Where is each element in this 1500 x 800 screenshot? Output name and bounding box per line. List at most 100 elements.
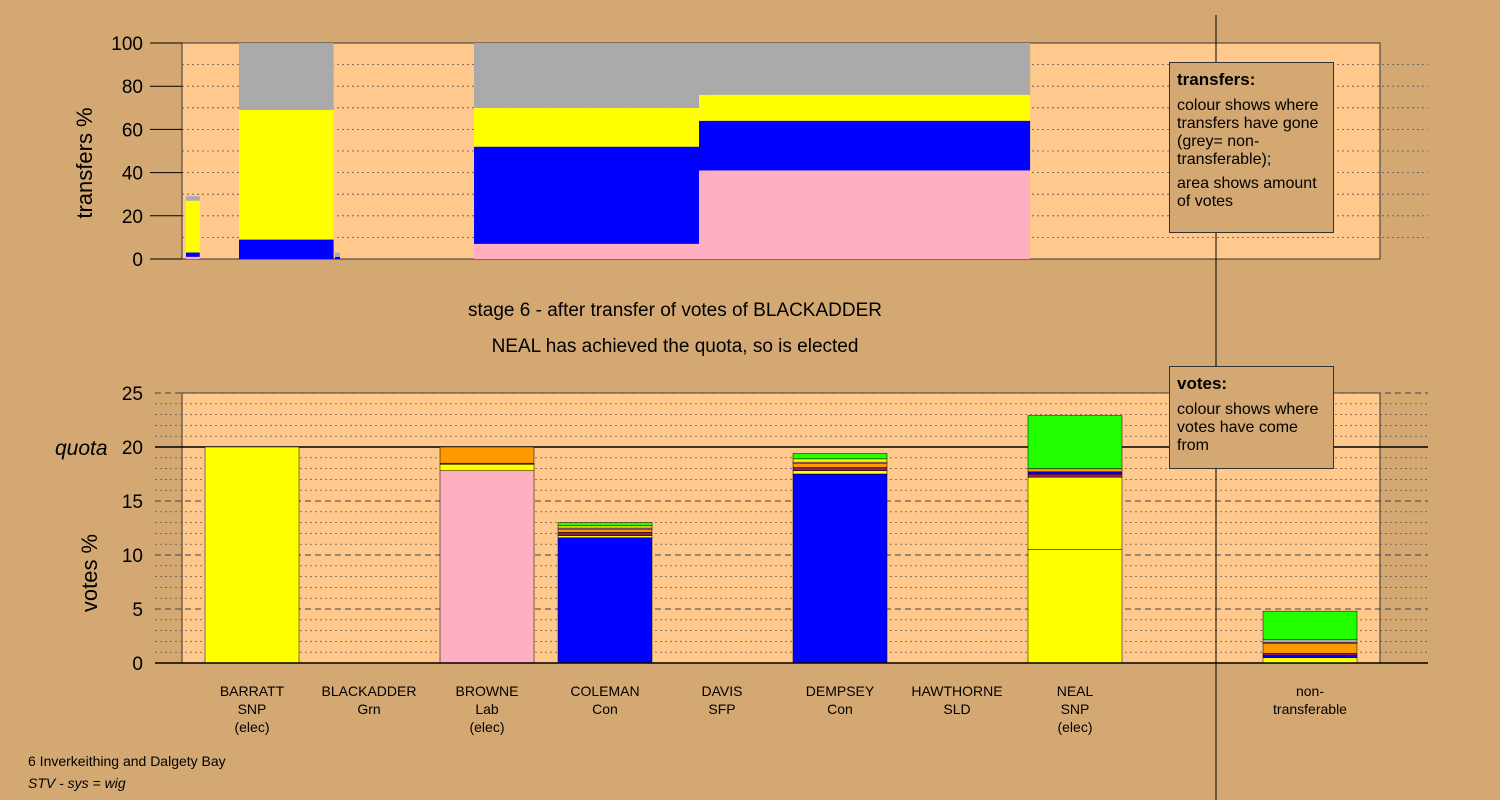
transfer-segment-nontransferable	[239, 43, 334, 110]
vote-segment-grn	[1262, 610, 1358, 640]
candidate-name: BROWNE	[455, 683, 519, 699]
candidate-label: non-transferable	[1240, 682, 1380, 718]
transfer-segment-snp	[239, 109, 334, 240]
transfers-y-tick-label: 100	[111, 34, 143, 55]
candidate-status: (elec)	[1057, 719, 1093, 735]
vote-segment-con	[1262, 655, 1358, 658]
candidate-party: Con	[827, 701, 853, 717]
candidate-name: non-	[1295, 683, 1325, 699]
transfer-segment-con	[699, 120, 1031, 171]
transfer-segment-con	[335, 256, 340, 259]
candidate-label: HAWTHORNE SLD	[887, 682, 1027, 718]
transfers-y-tick-label: 20	[122, 207, 143, 228]
candidate-name: NEAL	[1056, 683, 1094, 699]
vote-segment-grn	[557, 522, 653, 527]
candidate-label: COLEMAN Con	[535, 682, 675, 718]
stage-caption: stage 6 - after transfer of votes of BLA…	[468, 300, 882, 321]
elected-caption: NEAL has achieved the quota, so is elect…	[491, 336, 859, 357]
vote-segment-sfp	[557, 532, 653, 536]
candidate-party: SNP	[1060, 701, 1090, 717]
vote-segment-sld	[439, 446, 535, 464]
vote-segment-sld	[557, 528, 653, 533]
transfers-legend-text: colour shows where transfers have gone (…	[1177, 97, 1319, 168]
candidate-party: SFP	[708, 701, 736, 717]
votes-y-tick-label: 5	[132, 600, 143, 621]
vote-segment-sfp	[1027, 473, 1123, 478]
candidate-name: DEMPSEY	[805, 683, 875, 699]
transfer-segment-snp	[474, 107, 711, 147]
vote-segment-grn	[792, 453, 888, 460]
candidate-label: DAVIS SFP	[652, 682, 792, 718]
candidate-status: (elec)	[469, 719, 505, 735]
transfer-segment-nontransferable	[474, 43, 711, 108]
vote-segment-sld	[792, 462, 888, 468]
candidate-name: BARRATT	[219, 683, 285, 699]
vote-segment-snp	[792, 458, 888, 463]
candidate-party: Lab	[475, 701, 499, 717]
candidate-party: transferable	[1273, 701, 1347, 717]
vote-segment-sld	[1262, 643, 1358, 654]
votes-y-tick-label: 10	[122, 546, 143, 567]
transfers-y-tick-label: 60	[122, 120, 143, 141]
votes-legend: votes: colour shows where votes have com…	[1169, 366, 1334, 469]
vote-segment-snp	[557, 525, 653, 529]
vote-segment-sfp	[792, 467, 888, 472]
transfers-y-tick-label: 80	[122, 77, 143, 98]
transfers-y-tick-label: 0	[132, 250, 143, 271]
candidate-party: Con	[592, 701, 618, 717]
vote-segment-snp	[204, 446, 300, 664]
candidate-name: BLACKADDER	[321, 683, 417, 699]
transfer-segment-snp	[699, 94, 1031, 121]
transfers-legend-area-text: area shows amount of votes	[1177, 175, 1317, 210]
transfers-legend: transfers: colour shows where transfers …	[1169, 62, 1334, 233]
vote-segment-lab	[439, 470, 535, 664]
transfer-segment-con	[239, 239, 334, 259]
vote-segment-grn	[1027, 415, 1123, 469]
candidate-label: BROWNE Lab (elec)	[417, 682, 557, 736]
top-y-axis-label: transfers %	[72, 107, 97, 219]
votes-legend-title: votes:	[1177, 374, 1228, 393]
votes-y-tick-label: 15	[122, 492, 143, 513]
candidate-label: BLACKADDER Grn	[299, 682, 439, 718]
vote-segment-snp	[1027, 476, 1123, 550]
vote-segment-snp	[557, 535, 653, 538]
candidate-status: (elec)	[234, 719, 270, 735]
transfer-segment-lab	[186, 256, 200, 259]
candidate-party: SNP	[237, 701, 267, 717]
vote-segment-snp	[1027, 549, 1123, 664]
candidate-label: BARRATT SNP (elec)	[182, 682, 322, 736]
vote-segment-snp	[439, 464, 535, 472]
vote-segment-con	[1027, 471, 1123, 475]
vote-segment-snp	[1262, 657, 1358, 664]
transfer-segment-con	[474, 146, 711, 244]
candidate-party: SLD	[943, 701, 971, 717]
quota-label: quota	[55, 437, 108, 460]
candidate-party: Grn	[357, 701, 381, 717]
system-note: STV - sys = wig	[28, 775, 126, 791]
candidate-name: DAVIS	[701, 683, 743, 699]
votes-y-tick-label: 20	[122, 438, 143, 459]
transfer-segment-lab	[474, 243, 711, 259]
transfer-segment-nontransferable	[186, 196, 200, 201]
vote-segment-con	[557, 537, 653, 664]
votes-legend-text: colour shows where votes have come from	[1177, 401, 1319, 454]
vote-segment-con	[792, 473, 888, 664]
vote-segment-sld	[1027, 468, 1123, 473]
bottom-y-axis-label: votes %	[77, 533, 102, 613]
candidate-name: HAWTHORNE	[911, 683, 1003, 699]
candidate-name: COLEMAN	[570, 683, 640, 699]
vote-segment-snp	[792, 470, 888, 475]
votes-y-tick-label: 25	[122, 384, 143, 405]
transfers-y-tick-label: 40	[122, 164, 143, 185]
vote-segment-nontransferable	[1262, 638, 1358, 643]
transfer-segment-con	[186, 252, 200, 257]
vote-segment-sfp	[1262, 653, 1358, 656]
transfer-segment-nontransferable	[699, 43, 1031, 95]
votes-y-tick-label: 0	[132, 654, 143, 675]
transfer-segment-nontransferable	[335, 252, 340, 257]
transfers-legend-title: transfers:	[1177, 70, 1256, 89]
candidate-label: DEMPSEY Con	[770, 682, 910, 718]
candidate-label: NEAL SNP (elec)	[1005, 682, 1145, 736]
election-name: 6 Inverkeithing and Dalgety Bay	[28, 753, 226, 769]
transfer-segment-lab	[699, 170, 1031, 259]
